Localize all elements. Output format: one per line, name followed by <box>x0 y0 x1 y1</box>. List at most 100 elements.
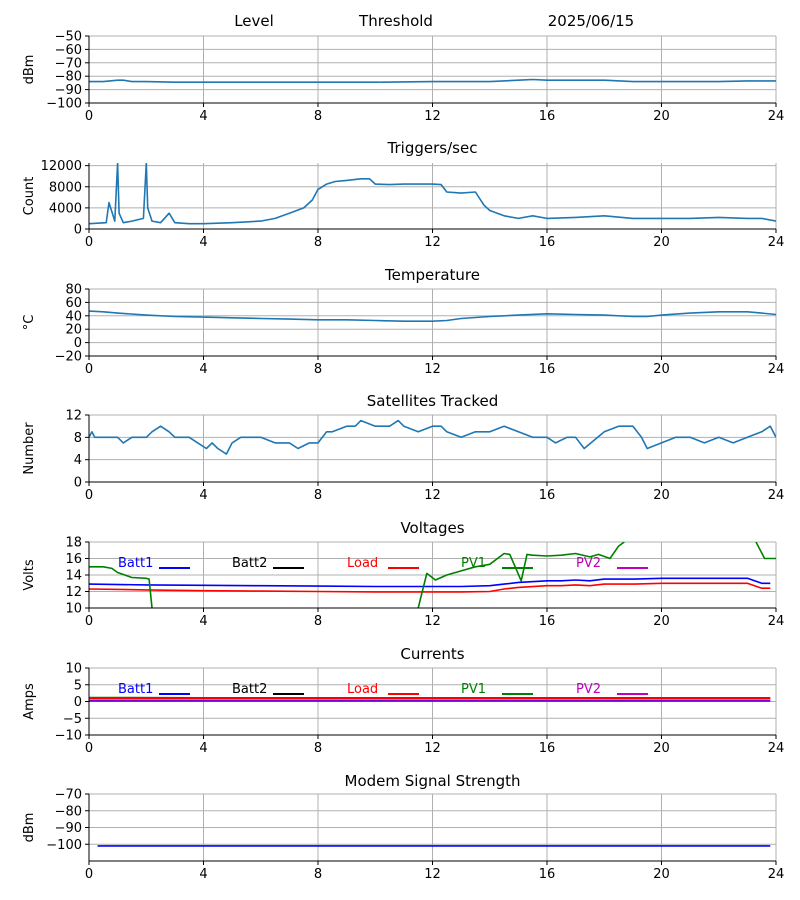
x-tick-label: 0 <box>85 362 93 377</box>
y-tick-label: 0 <box>74 695 82 710</box>
x-tick-label: 0 <box>85 109 93 124</box>
x-tick-label: 16 <box>539 867 556 882</box>
x-tick-label: 4 <box>199 741 207 756</box>
panel-title: Voltages <box>400 519 464 537</box>
y-tick-label: 0 <box>74 336 82 351</box>
x-tick-label: 24 <box>768 614 785 629</box>
y-tick-label: −80 <box>55 70 82 85</box>
x-tick-label: 8 <box>314 488 322 503</box>
y-tick-label: −50 <box>55 30 82 45</box>
x-tick-label: 4 <box>199 867 207 882</box>
y-tick-label: −70 <box>55 56 82 71</box>
y-axis-label: Number <box>22 422 37 475</box>
legend-label-batt1: Batt1 <box>118 556 153 571</box>
y-tick-label: 10 <box>65 602 82 617</box>
y-tick-label: 12 <box>65 409 82 424</box>
y-axis-label: dBm <box>22 55 37 85</box>
panel-title: Modem Signal Strength <box>345 772 521 790</box>
x-tick-label: 12 <box>424 488 441 503</box>
y-tick-label: 60 <box>65 296 82 311</box>
x-tick-label: 8 <box>314 741 322 756</box>
x-tick-label: 12 <box>424 741 441 756</box>
y-tick-label: 16 <box>65 552 82 567</box>
x-tick-label: 0 <box>85 741 93 756</box>
y-tick-label: 12000 <box>41 159 82 174</box>
legend-label-pv1: PV1 <box>461 556 486 571</box>
y-axis-label: Count <box>22 177 37 216</box>
series-line-pv1c <box>755 542 776 560</box>
y-tick-label: −5 <box>63 712 82 727</box>
y-axis-label: Volts <box>22 559 37 591</box>
y-tick-label: −90 <box>55 821 82 836</box>
y-tick-label: 8 <box>74 431 82 446</box>
legend-label-pv2: PV2 <box>576 556 601 571</box>
y-tick-label: 8000 <box>49 180 82 195</box>
y-axis-label: Amps <box>22 683 37 720</box>
x-tick-label: 16 <box>539 235 556 250</box>
y-tick-label: 18 <box>65 536 82 551</box>
panel-title: Satellites Tracked <box>367 392 498 410</box>
x-tick-label: 8 <box>314 867 322 882</box>
series-line-batt1 <box>89 577 771 588</box>
y-tick-label: 0 <box>74 223 82 238</box>
x-tick-label: 4 <box>199 614 207 629</box>
legend-label-batt1: Batt1 <box>118 682 153 697</box>
x-tick-label: 20 <box>653 614 670 629</box>
series-line-load <box>89 582 771 593</box>
y-tick-label: 5 <box>74 678 82 693</box>
chart-panel-6: 0 4 8 12 16 20 24 −100 −90 −80−70 Modem Signal Str… <box>22 772 784 882</box>
y-axis-label: dBm <box>22 813 37 843</box>
x-tick-label: 16 <box>539 109 556 124</box>
panel-title: Triggers/sec <box>387 139 478 157</box>
series-line <box>89 419 776 455</box>
legend-label-load: Load <box>347 556 378 571</box>
x-tick-label: 4 <box>199 235 207 250</box>
x-tick-label: 20 <box>653 235 670 250</box>
x-tick-label: 16 <box>539 362 556 377</box>
x-tick-label: 12 <box>424 109 441 124</box>
series-line <box>89 78 776 83</box>
panel-title: Currents <box>400 645 464 663</box>
y-tick-label: 80 <box>65 283 82 298</box>
chart-panel-3: 0 4 8 12 16 20 24 0 4 8 12 Satellites Tracked Number <box>22 392 784 503</box>
header-level-label: Level <box>234 12 274 30</box>
y-tick-label: −80 <box>55 804 82 819</box>
y-tick-label: −20 <box>55 350 82 365</box>
x-tick-label: 4 <box>199 488 207 503</box>
x-tick-label: 20 <box>653 109 670 124</box>
y-tick-label: 4000 <box>49 201 82 216</box>
x-tick-label: 8 <box>314 235 322 250</box>
x-tick-label: 24 <box>768 362 785 377</box>
x-tick-label: 12 <box>424 235 441 250</box>
header-threshold-label: Threshold <box>358 12 433 30</box>
series-line <box>89 163 776 225</box>
x-tick-label: 24 <box>768 235 785 250</box>
y-tick-label: −100 <box>46 838 82 853</box>
legend-label-load: Load <box>347 682 378 697</box>
x-tick-label: 8 <box>314 109 322 124</box>
x-tick-label: 16 <box>539 488 556 503</box>
y-tick-label: 0 <box>74 476 82 491</box>
x-tick-label: 12 <box>424 867 441 882</box>
x-tick-label: 16 <box>539 741 556 756</box>
series-line-pv1 <box>89 565 153 608</box>
x-tick-label: 20 <box>653 488 670 503</box>
legend-label-batt2: Batt2 <box>232 682 267 697</box>
y-tick-label: −60 <box>55 43 82 58</box>
y-tick-label: 14 <box>65 569 82 584</box>
series-line <box>89 310 776 323</box>
x-tick-label: 12 <box>424 614 441 629</box>
x-tick-label: 20 <box>653 867 670 882</box>
x-tick-label: 24 <box>768 741 785 756</box>
chart-panel-1: 0 4 8 12 16 20 24 0 4000 8000 12000 Triggers/sec Cou… <box>22 139 784 250</box>
y-tick-label: 20 <box>65 323 82 338</box>
x-tick-label: 24 <box>768 109 785 124</box>
x-tick-label: 0 <box>85 614 93 629</box>
x-tick-label: 16 <box>539 614 556 629</box>
legend-label-pv1: PV1 <box>461 682 486 697</box>
